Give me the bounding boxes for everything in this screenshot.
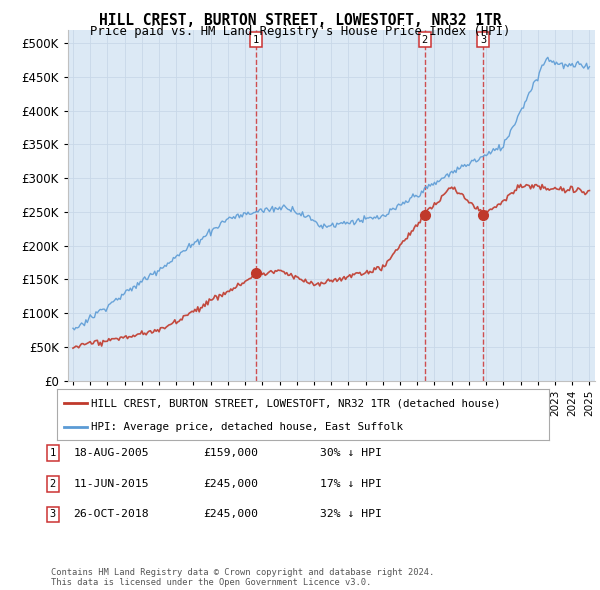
Text: HILL CREST, BURTON STREET, LOWESTOFT, NR32 1TR (detached house): HILL CREST, BURTON STREET, LOWESTOFT, NR… — [91, 398, 501, 408]
Text: 11-JUN-2015: 11-JUN-2015 — [73, 479, 149, 489]
Text: 1: 1 — [253, 35, 259, 45]
Text: £245,000: £245,000 — [203, 510, 259, 519]
Text: 18-AUG-2005: 18-AUG-2005 — [73, 448, 149, 458]
Text: Price paid vs. HM Land Registry's House Price Index (HPI): Price paid vs. HM Land Registry's House … — [90, 25, 510, 38]
Text: 32% ↓ HPI: 32% ↓ HPI — [320, 510, 382, 519]
Text: 2: 2 — [50, 479, 56, 489]
Text: 1: 1 — [50, 448, 56, 458]
Text: HILL CREST, BURTON STREET, LOWESTOFT, NR32 1TR: HILL CREST, BURTON STREET, LOWESTOFT, NR… — [99, 13, 501, 28]
Text: £159,000: £159,000 — [203, 448, 259, 458]
Text: 3: 3 — [50, 510, 56, 519]
Text: 3: 3 — [480, 35, 486, 45]
Text: 26-OCT-2018: 26-OCT-2018 — [73, 510, 149, 519]
Text: 17% ↓ HPI: 17% ↓ HPI — [320, 479, 382, 489]
Text: 30% ↓ HPI: 30% ↓ HPI — [320, 448, 382, 458]
Text: Contains HM Land Registry data © Crown copyright and database right 2024.
This d: Contains HM Land Registry data © Crown c… — [51, 568, 434, 587]
Text: 2: 2 — [422, 35, 428, 45]
Text: £245,000: £245,000 — [203, 479, 259, 489]
Text: HPI: Average price, detached house, East Suffolk: HPI: Average price, detached house, East… — [91, 422, 403, 432]
